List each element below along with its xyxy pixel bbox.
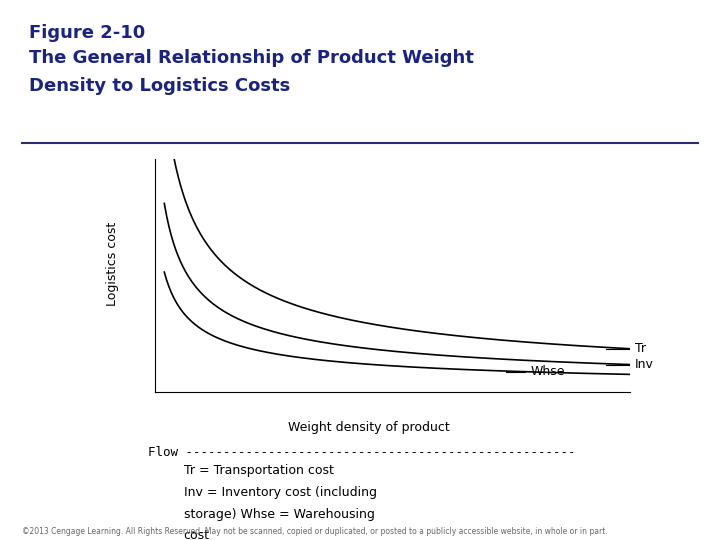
Text: Tr = Transportation cost: Tr = Transportation cost bbox=[184, 464, 333, 477]
Text: Flow ----------------------------------------------------: Flow -----------------------------------… bbox=[148, 446, 575, 458]
Text: storage) Whse = Warehousing: storage) Whse = Warehousing bbox=[184, 508, 374, 521]
Text: ©2013 Cengage Learning. All Rights Reserved. May not be scanned, copied or dupli: ©2013 Cengage Learning. All Rights Reser… bbox=[22, 526, 608, 536]
Text: Density to Logistics Costs: Density to Logistics Costs bbox=[29, 77, 290, 94]
Text: cost: cost bbox=[184, 529, 210, 540]
Text: The General Relationship of Product Weight: The General Relationship of Product Weig… bbox=[29, 49, 474, 66]
Text: Tr: Tr bbox=[635, 342, 646, 355]
Text: Logistics cost: Logistics cost bbox=[106, 221, 119, 306]
Text: Inv = Inventory cost (including: Inv = Inventory cost (including bbox=[184, 486, 377, 499]
Text: Whse: Whse bbox=[530, 365, 564, 378]
Text: Weight density of product: Weight density of product bbox=[288, 421, 449, 434]
Text: Inv: Inv bbox=[635, 358, 654, 371]
Text: Figure 2-10: Figure 2-10 bbox=[29, 24, 145, 42]
